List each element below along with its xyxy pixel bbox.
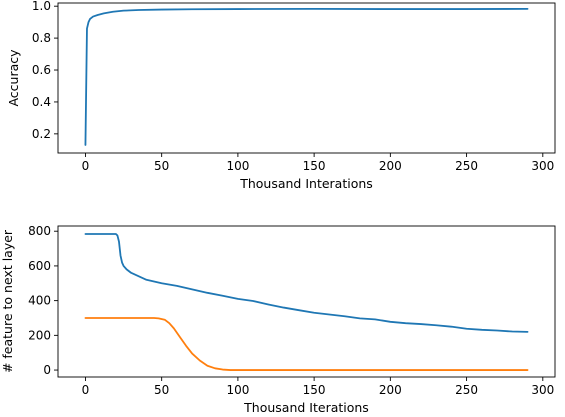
accuracy-x-tick-label: 0: [82, 159, 90, 173]
features-y-axis-label: # feature to next layer: [0, 229, 15, 373]
features-series-line-1: [84, 233, 529, 333]
features-y-tick-label: 200: [28, 328, 51, 342]
features-x-tick-label: 100: [226, 383, 249, 397]
accuracy-x-tick-label: 150: [303, 159, 326, 173]
accuracy-x-tick-label: 50: [154, 159, 169, 173]
accuracy-x-tick-label: 300: [531, 159, 554, 173]
accuracy-x-tick-label: 100: [226, 159, 249, 173]
accuracy-y-tick-label: 1.0: [32, 0, 51, 13]
features-y-tick-label: 0: [43, 363, 51, 377]
features-x-tick-label: 200: [379, 383, 402, 397]
features-x-tick-label: 50: [154, 383, 169, 397]
accuracy-y-tick-label: 0.8: [32, 31, 51, 45]
features-y-tick-label: 800: [28, 224, 51, 238]
accuracy-axes-frame: [57, 2, 556, 154]
features-x-tick-label: 0: [82, 383, 90, 397]
features-y-tick-label: 400: [28, 294, 51, 308]
accuracy-x-tick-label: 200: [379, 159, 402, 173]
features-x-tick-label: 150: [303, 383, 326, 397]
accuracy-y-tick-label: 0.6: [32, 63, 51, 77]
accuracy-x-axis-label: Thousand Interations: [239, 176, 373, 191]
accuracy-y-tick-label: 0.2: [32, 127, 51, 141]
accuracy-series-line-1: [84, 8, 529, 146]
features-y-tick-label: 600: [28, 259, 51, 273]
features-x-axis-label: Thousand Iterations: [243, 400, 369, 415]
accuracy-plot: 0 50 100 150 200 250 300 0.2 0.4 0.6 0.8 1.0 Thousan…: [6, 0, 556, 191]
accuracy-y-axis-label: Accuracy: [6, 49, 21, 107]
features-axes-frame: [57, 225, 556, 378]
features-series-line-2: [84, 317, 529, 371]
accuracy-y-tick-label: 0.4: [32, 95, 51, 109]
features-x-tick-label: 250: [455, 383, 478, 397]
accuracy-x-tick-label: 250: [455, 159, 478, 173]
features-x-tick-label: 300: [531, 383, 554, 397]
features-plot: 0 50 100 150 200 250 300 0 200 400 600 800 Thousand …: [0, 224, 556, 415]
